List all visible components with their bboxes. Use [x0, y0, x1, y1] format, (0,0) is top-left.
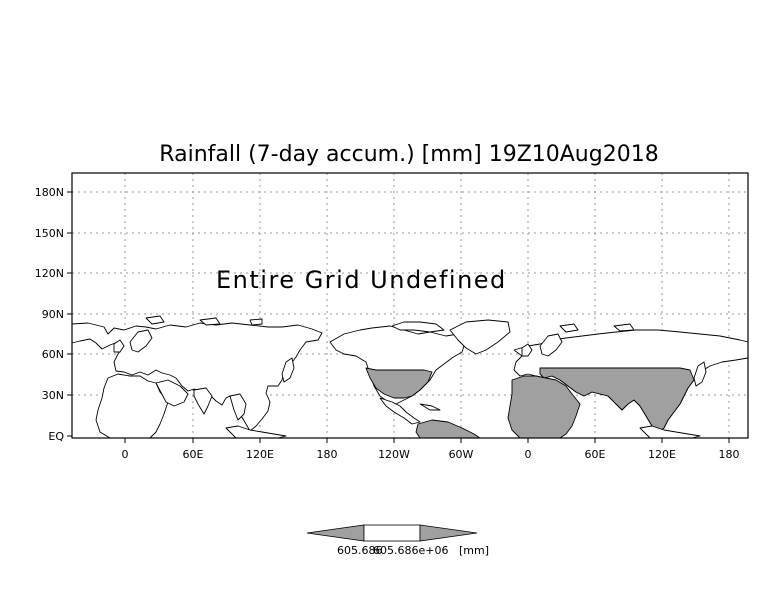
lon-label-0-repeat: 0	[525, 448, 532, 461]
scandinavia-left	[129, 329, 153, 353]
lon-label-60w: 60W	[449, 448, 474, 461]
india-left	[193, 387, 213, 415]
lon-label-0: 0	[122, 448, 129, 461]
africa-left	[95, 373, 169, 439]
continents	[71, 315, 749, 439]
colorbar: 605.686 605.686e+06 [mm]	[306, 524, 489, 557]
canada-arctic-islands	[391, 321, 445, 333]
lat-label-60n: 60N	[42, 348, 64, 361]
plot-frame	[71, 172, 749, 439]
lat-label-30n: 30N	[42, 389, 64, 402]
africa-right-shaded	[507, 375, 581, 439]
lat-label-150n: 150N	[35, 227, 64, 240]
colorbar-right-arrow	[419, 524, 478, 542]
caribbean	[419, 403, 441, 411]
lon-label-120e-repeat: 120E	[648, 448, 676, 461]
lon-label-120w: 120W	[378, 448, 410, 461]
lat-label-120n: 120N	[35, 267, 64, 280]
arctic-island-right-1	[559, 323, 579, 333]
map-title: Rainfall (7-day accum.) [mm] 19Z10Aug201…	[159, 142, 658, 167]
japan-left	[281, 357, 295, 383]
lon-label-120e: 120E	[246, 448, 274, 461]
colorbar-left-arrow	[306, 524, 365, 542]
lon-label-60e-repeat: 60E	[585, 448, 606, 461]
lat-label-180n: 180N	[35, 186, 64, 199]
colorbar-label-left: 605.686	[337, 544, 383, 557]
japan-right	[693, 361, 707, 387]
arabia-left	[155, 379, 189, 407]
greenland	[449, 319, 511, 355]
tick-marks	[67, 191, 730, 443]
lon-label-180: 180	[317, 448, 338, 461]
colorbar-label-right: 605.686e+06	[373, 544, 448, 557]
longitude-labels: 0 60E 120E 180 120W 60W 0 60E 120E 180	[122, 448, 740, 461]
lat-label-eq: EQ	[48, 430, 64, 443]
grid-undefined-note: Entire Grid Undefined	[216, 266, 507, 294]
arctic-island-2	[199, 317, 221, 326]
colorbar-unit: [mm]	[459, 544, 489, 557]
arctic-island-right-2	[613, 323, 635, 332]
south-america-shaded	[415, 419, 481, 439]
indochina-left	[229, 393, 247, 421]
usa-shaded	[365, 367, 433, 399]
uk-left	[113, 339, 125, 353]
lon-label-180-repeat: 180	[719, 448, 740, 461]
lat-label-90n: 90N	[42, 308, 64, 321]
lon-label-60e: 60E	[183, 448, 204, 461]
arctic-island-1	[145, 315, 165, 325]
uk-right	[521, 343, 533, 357]
scandinavia-right	[539, 333, 563, 357]
arctic-island-3	[249, 318, 263, 326]
central-america	[379, 397, 421, 425]
latitude-labels: 180N 150N 120N 90N 60N 30N EQ	[35, 186, 65, 443]
colorbar-box	[363, 524, 421, 542]
